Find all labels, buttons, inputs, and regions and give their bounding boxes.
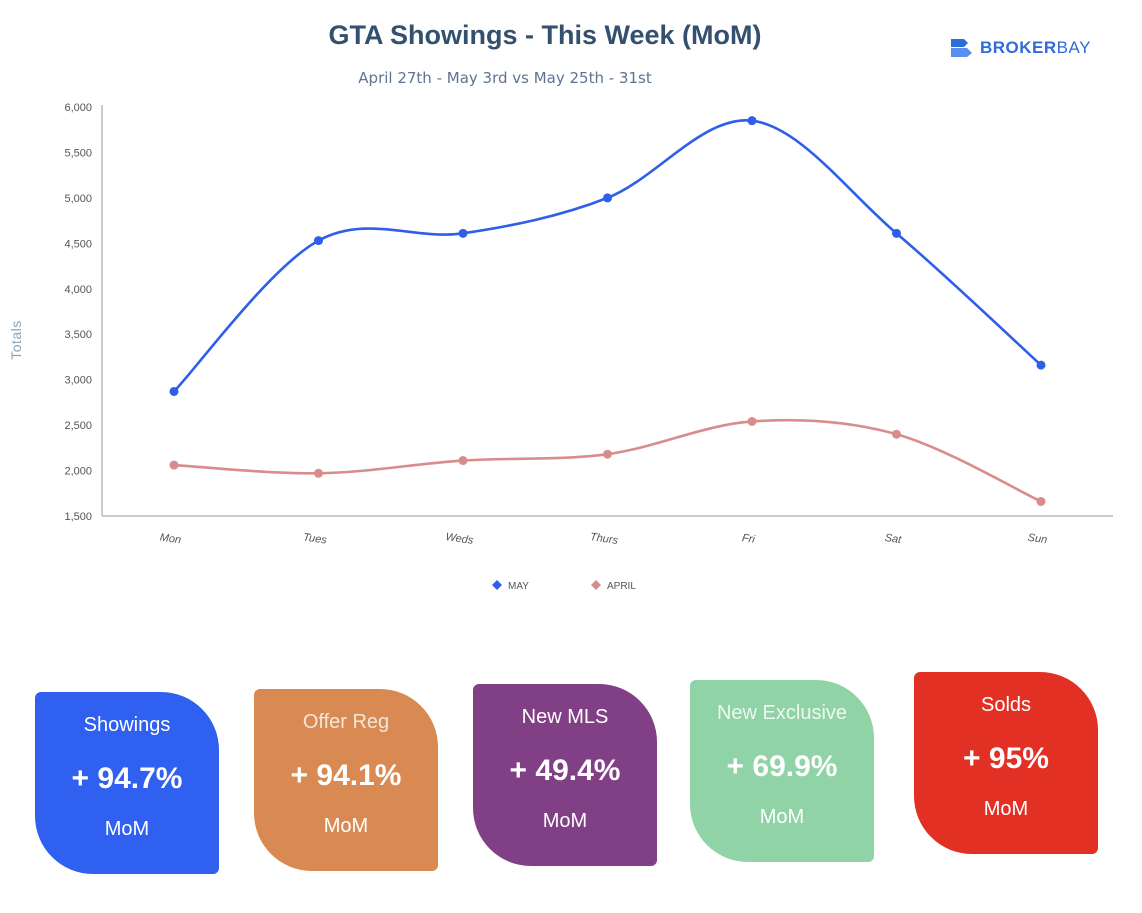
data-point-may: [603, 193, 612, 203]
page-subtitle: April 27th - May 3rd vs May 25th - 31st: [358, 69, 652, 87]
metric-card-label: New Exclusive: [716, 702, 848, 724]
metric-card-unit: MoM: [759, 806, 805, 828]
brand-word-thin: BAY: [1056, 38, 1091, 57]
data-point-april: [747, 416, 757, 426]
line-chart: 1,500 2,000 2,500 3,000 3,500 4,000 4,500 5,000…: [64, 102, 1113, 592]
metric-card-label: Offer Reg: [302, 711, 390, 733]
data-point-may: [458, 228, 468, 238]
data-point-april: [169, 460, 179, 470]
y-tick-label: 3,000: [64, 375, 92, 387]
metric-card-offer-reg: Offer Reg + 94.1% MoM: [254, 689, 438, 871]
brand-logo: BROKERBAY: [950, 34, 1091, 62]
metric-card-value: + 95%: [963, 742, 1049, 775]
x-tick-label: Mon: [159, 532, 182, 547]
x-tick-label: Thurs: [589, 531, 619, 547]
x-tick-label: Fri: [741, 532, 756, 546]
legend-label-may: MAY: [508, 581, 529, 592]
y-tick-label: 5,000: [64, 193, 92, 205]
metric-card-unit: MoM: [323, 815, 369, 837]
metric-card-showings: Showings + 94.7% MoM: [35, 692, 219, 874]
metric-card-unit: MoM: [542, 810, 588, 832]
x-tick-label: Tues: [302, 531, 328, 546]
y-axis: 1,500 2,000 2,500 3,000 3,500 4,000 4,500 5,000…: [64, 102, 103, 523]
data-point-may: [169, 386, 179, 396]
y-tick-label: 4,000: [64, 284, 92, 296]
metric-card-new-mls: New MLS + 49.4% MoM: [473, 684, 657, 866]
y-tick-label: 2,500: [64, 420, 92, 432]
data-point-may: [1036, 360, 1046, 370]
data-point-april: [314, 468, 323, 478]
chart-legend: MAY APRIL: [492, 580, 636, 592]
metric-card-value: + 69.9%: [726, 750, 838, 783]
metric-card-label: Showings: [83, 714, 171, 736]
y-tick-label: 4,500: [64, 238, 92, 250]
y-tick-label: 3,500: [64, 329, 92, 341]
metric-card-unit: MoM: [983, 798, 1029, 820]
data-point-may: [314, 236, 323, 246]
data-point-april: [603, 449, 612, 459]
y-tick-label: 1,500: [64, 511, 92, 523]
data-point-may: [747, 116, 757, 126]
metric-card-label: Solds: [980, 694, 1032, 716]
x-tick-label: Sun: [1027, 532, 1048, 547]
brand-wordmark: BROKERBAY: [980, 38, 1091, 58]
data-point-may: [892, 228, 901, 238]
x-axis: Mon Tues Weds Thurs Fri Sat Sun: [102, 515, 1113, 547]
y-tick-label: 2,000: [64, 466, 92, 478]
metric-card-value: + 49.4%: [509, 754, 621, 787]
x-tick-label: Sat: [884, 532, 903, 546]
series-line-april: [173, 418, 1042, 503]
legend-marker-may: [492, 580, 502, 590]
metric-card-solds: Solds + 95% MoM: [914, 672, 1098, 854]
data-point-april: [1036, 496, 1046, 506]
page-title: GTA Showings - This Week (MoM): [328, 20, 762, 50]
y-tick-label: 5,500: [64, 147, 92, 159]
metric-card-value: + 94.1%: [290, 759, 402, 792]
broker-bay-logo-icon: [951, 39, 972, 57]
data-point-april: [458, 456, 468, 466]
x-tick-label: Weds: [445, 531, 475, 547]
metric-card-unit: MoM: [104, 818, 150, 840]
y-tick-label: 6,000: [64, 102, 92, 114]
chart-lines: [169, 116, 1046, 506]
metric-card-value: + 94.7%: [71, 762, 183, 795]
metric-card-label: New MLS: [521, 706, 609, 728]
metric-card-new-exclusive: New Exclusive + 69.9% MoM: [690, 680, 874, 862]
series-line-may: [173, 119, 1042, 393]
legend-marker-april: [591, 580, 601, 590]
data-point-april: [892, 429, 901, 439]
legend-label-april: APRIL: [607, 581, 636, 592]
brand-word-bold: BROKER: [980, 38, 1057, 57]
